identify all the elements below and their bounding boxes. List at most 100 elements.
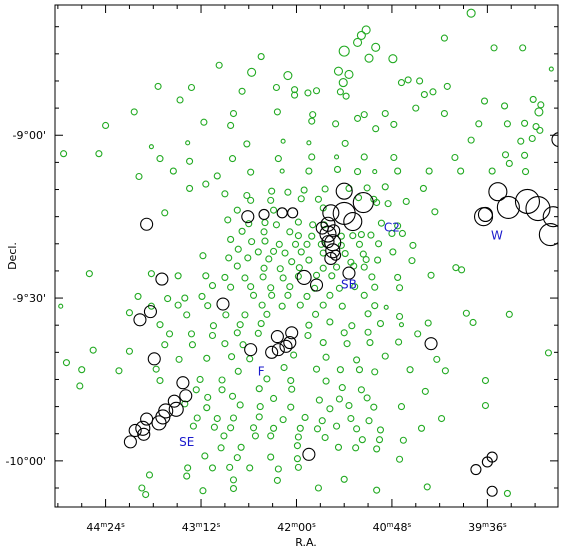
data-point	[228, 353, 236, 361]
data-point	[291, 86, 299, 94]
data-point	[169, 167, 177, 175]
x-tick-label: 39m36s	[468, 521, 507, 534]
data-point	[519, 44, 527, 52]
data-point	[233, 262, 241, 270]
data-point	[208, 464, 217, 472]
data-point	[361, 25, 371, 35]
data-point	[279, 168, 285, 174]
data-point	[383, 304, 389, 310]
data-point	[488, 167, 496, 175]
data-point	[241, 311, 249, 319]
data-point	[396, 455, 404, 463]
data-point	[340, 475, 348, 483]
data-point	[257, 320, 265, 328]
data-point	[261, 237, 269, 245]
data-point	[155, 272, 169, 286]
data-point	[423, 483, 431, 491]
data-point	[355, 366, 364, 374]
data-point	[220, 432, 228, 440]
data-point	[201, 452, 209, 460]
data-point	[154, 82, 162, 90]
data-point	[480, 97, 489, 105]
data-point	[174, 272, 182, 280]
data-point	[279, 339, 293, 353]
data-point	[353, 425, 361, 433]
data-point	[276, 207, 288, 219]
data-point	[208, 331, 217, 340]
data-point	[176, 376, 190, 390]
axis-ticks	[55, 5, 558, 507]
data-point	[306, 140, 312, 146]
data-point	[280, 363, 288, 372]
data-point	[440, 34, 448, 42]
data-point	[181, 400, 189, 408]
data-point	[338, 45, 350, 57]
data-point	[384, 200, 392, 208]
data-point	[265, 255, 273, 263]
data-point	[548, 66, 554, 72]
data-point	[216, 297, 230, 311]
data-point	[505, 310, 513, 318]
data-point	[267, 432, 275, 440]
data-point	[283, 71, 293, 81]
data-point	[341, 139, 349, 147]
data-point	[135, 420, 151, 436]
data-point	[258, 301, 266, 309]
data-point	[218, 376, 226, 384]
data-point	[348, 322, 356, 330]
data-point	[196, 375, 204, 384]
data-point	[394, 273, 402, 281]
data-point	[274, 465, 282, 473]
data-point	[304, 331, 312, 340]
data-point	[398, 322, 405, 328]
data-point	[147, 270, 155, 278]
data-point	[279, 416, 287, 424]
data-point	[236, 401, 244, 409]
data-point	[288, 385, 296, 393]
data-point	[469, 318, 477, 327]
data-point	[375, 240, 383, 248]
data-point	[324, 251, 338, 265]
data-point	[102, 121, 110, 130]
data-point	[334, 443, 343, 451]
data-point	[260, 228, 268, 236]
data-point	[60, 150, 68, 158]
data-point	[529, 95, 537, 103]
data-point	[335, 284, 343, 292]
data-point	[273, 108, 281, 116]
data-point	[225, 254, 233, 262]
data-point	[319, 225, 337, 243]
data-point	[359, 250, 367, 258]
data-point	[140, 412, 154, 426]
data-point	[294, 232, 302, 240]
data-point	[128, 423, 142, 438]
data-point	[419, 184, 427, 192]
data-point	[397, 79, 406, 87]
data-point	[168, 401, 184, 417]
data-point	[315, 396, 323, 404]
data-point	[368, 273, 376, 281]
data-point	[147, 352, 161, 366]
data-point	[259, 273, 267, 281]
data-point	[308, 232, 316, 240]
data-point	[466, 8, 476, 18]
data-point	[314, 195, 322, 203]
data-point	[371, 302, 379, 310]
data-point	[304, 89, 312, 97]
data-point	[388, 229, 396, 238]
data-point	[364, 328, 372, 336]
data-point	[332, 120, 340, 128]
region-label: C2	[384, 221, 400, 235]
data-point	[244, 254, 252, 262]
data-point	[360, 263, 368, 271]
data-point	[255, 385, 263, 393]
data-point	[202, 180, 210, 188]
data-point	[142, 490, 150, 499]
data-point	[376, 320, 385, 328]
data-point	[294, 463, 302, 471]
data-point	[398, 229, 406, 238]
data-point	[341, 250, 349, 258]
data-point	[362, 255, 370, 264]
data-point	[424, 319, 432, 327]
